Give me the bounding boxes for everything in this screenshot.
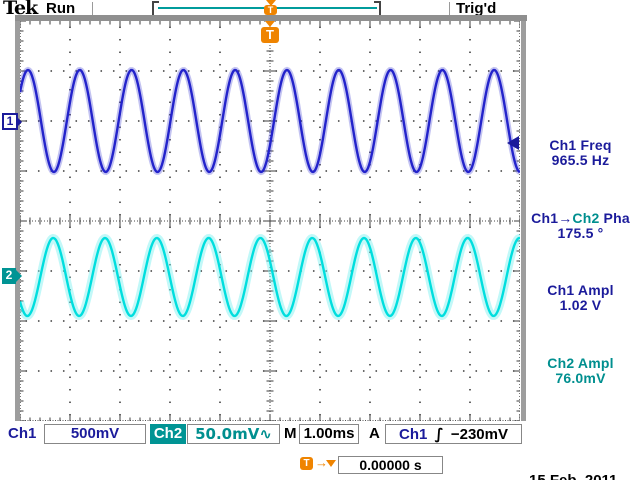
ch2-trace-glow	[20, 233, 520, 321]
trigger-readout: Ch1 ∫ −230mV	[385, 424, 522, 444]
measurement-ch2-ampl: Ch2 Ampl 76.0mV	[521, 356, 640, 386]
trigger-position-marker[interactable]: T	[261, 27, 279, 43]
ch2-marker-arrow-icon	[16, 270, 22, 282]
header-divider	[92, 2, 93, 15]
a-trigger-label: A	[369, 425, 380, 442]
ch1-trace	[20, 68, 520, 174]
delay-value-readout: 0.00000 s	[338, 456, 443, 474]
measurement-ch1-ch2-phase: Ch1→Ch2 Pha 175.5 °	[521, 211, 640, 241]
measurement-label-part: Ch2 Ampl	[547, 355, 614, 371]
trigger-source: Ch1	[399, 426, 428, 443]
ch1-label: Ch1	[8, 425, 37, 442]
measurement-ch1-freq: Ch1 Freq 965.5 Hz	[521, 138, 640, 168]
date-text: 15 Feb 2011	[529, 473, 617, 480]
measurement-value: 76.0mV	[555, 370, 606, 386]
measurement-value: 175.5 °	[557, 225, 604, 241]
delay-down-triangle-icon	[326, 460, 336, 467]
header-divider	[449, 2, 450, 15]
graticule-left-edge	[15, 21, 20, 421]
trigger-position-mini-arrow-icon[interactable]	[266, 0, 276, 6]
measurement-label-part: Ch1 Ampl	[547, 282, 614, 298]
measurement-ch1-ampl: Ch1 Ampl 1.02 V	[521, 283, 640, 313]
timebase-readout: 1.00ms	[299, 424, 359, 444]
graticule-top-bar	[15, 15, 527, 21]
measurement-label-part: Ch1 Freq	[549, 137, 612, 153]
graticule-right-edge	[521, 21, 526, 421]
main-timebase-label: M	[284, 425, 297, 442]
trigger-position-mini-icon[interactable]: T	[264, 5, 277, 15]
ch2-scale-readout: 50.0mV∿	[187, 424, 280, 444]
ch1-scale-readout: 500mV	[44, 424, 146, 444]
waveform-display	[20, 21, 520, 421]
measurement-label-part: Ch1	[531, 210, 559, 226]
measurement-label-part: Ch2	[572, 210, 600, 226]
measurement-value: 965.5 Hz	[551, 152, 610, 168]
ch2-ground-marker[interactable]: 2	[2, 268, 22, 284]
measurement-label-part: Pha	[599, 210, 630, 226]
trigger-level-value: −230mV	[450, 426, 508, 443]
ch1-marker-arrow-icon	[16, 116, 22, 128]
ch1-trace-glow	[20, 66, 520, 176]
ch1-ground-marker[interactable]: 1	[2, 113, 22, 130]
trigger-level-arrow-icon[interactable]	[507, 136, 519, 150]
ch1-marker-label: 1	[6, 114, 14, 128]
ch2-label: Ch2	[150, 424, 186, 444]
measurement-label-part: →	[558, 210, 573, 226]
tek-logo: Tek	[3, 0, 38, 19]
trigger-status: Trig'd	[456, 0, 497, 17]
waveform-traces	[20, 66, 520, 321]
delay-trigger-icon: T	[300, 457, 313, 470]
ch2-trace	[20, 236, 520, 318]
rising-slope-icon: ∫	[434, 425, 444, 443]
ch2-marker-label: 2	[5, 268, 13, 282]
datetime: 15 Feb 2011 17:33:01	[529, 446, 617, 480]
acquisition-status: Run	[46, 0, 76, 17]
measurement-value: 1.02 V	[559, 297, 602, 313]
delay-arrow-icon: →	[315, 455, 328, 470]
trigger-position-arrow-icon[interactable]	[265, 21, 275, 27]
